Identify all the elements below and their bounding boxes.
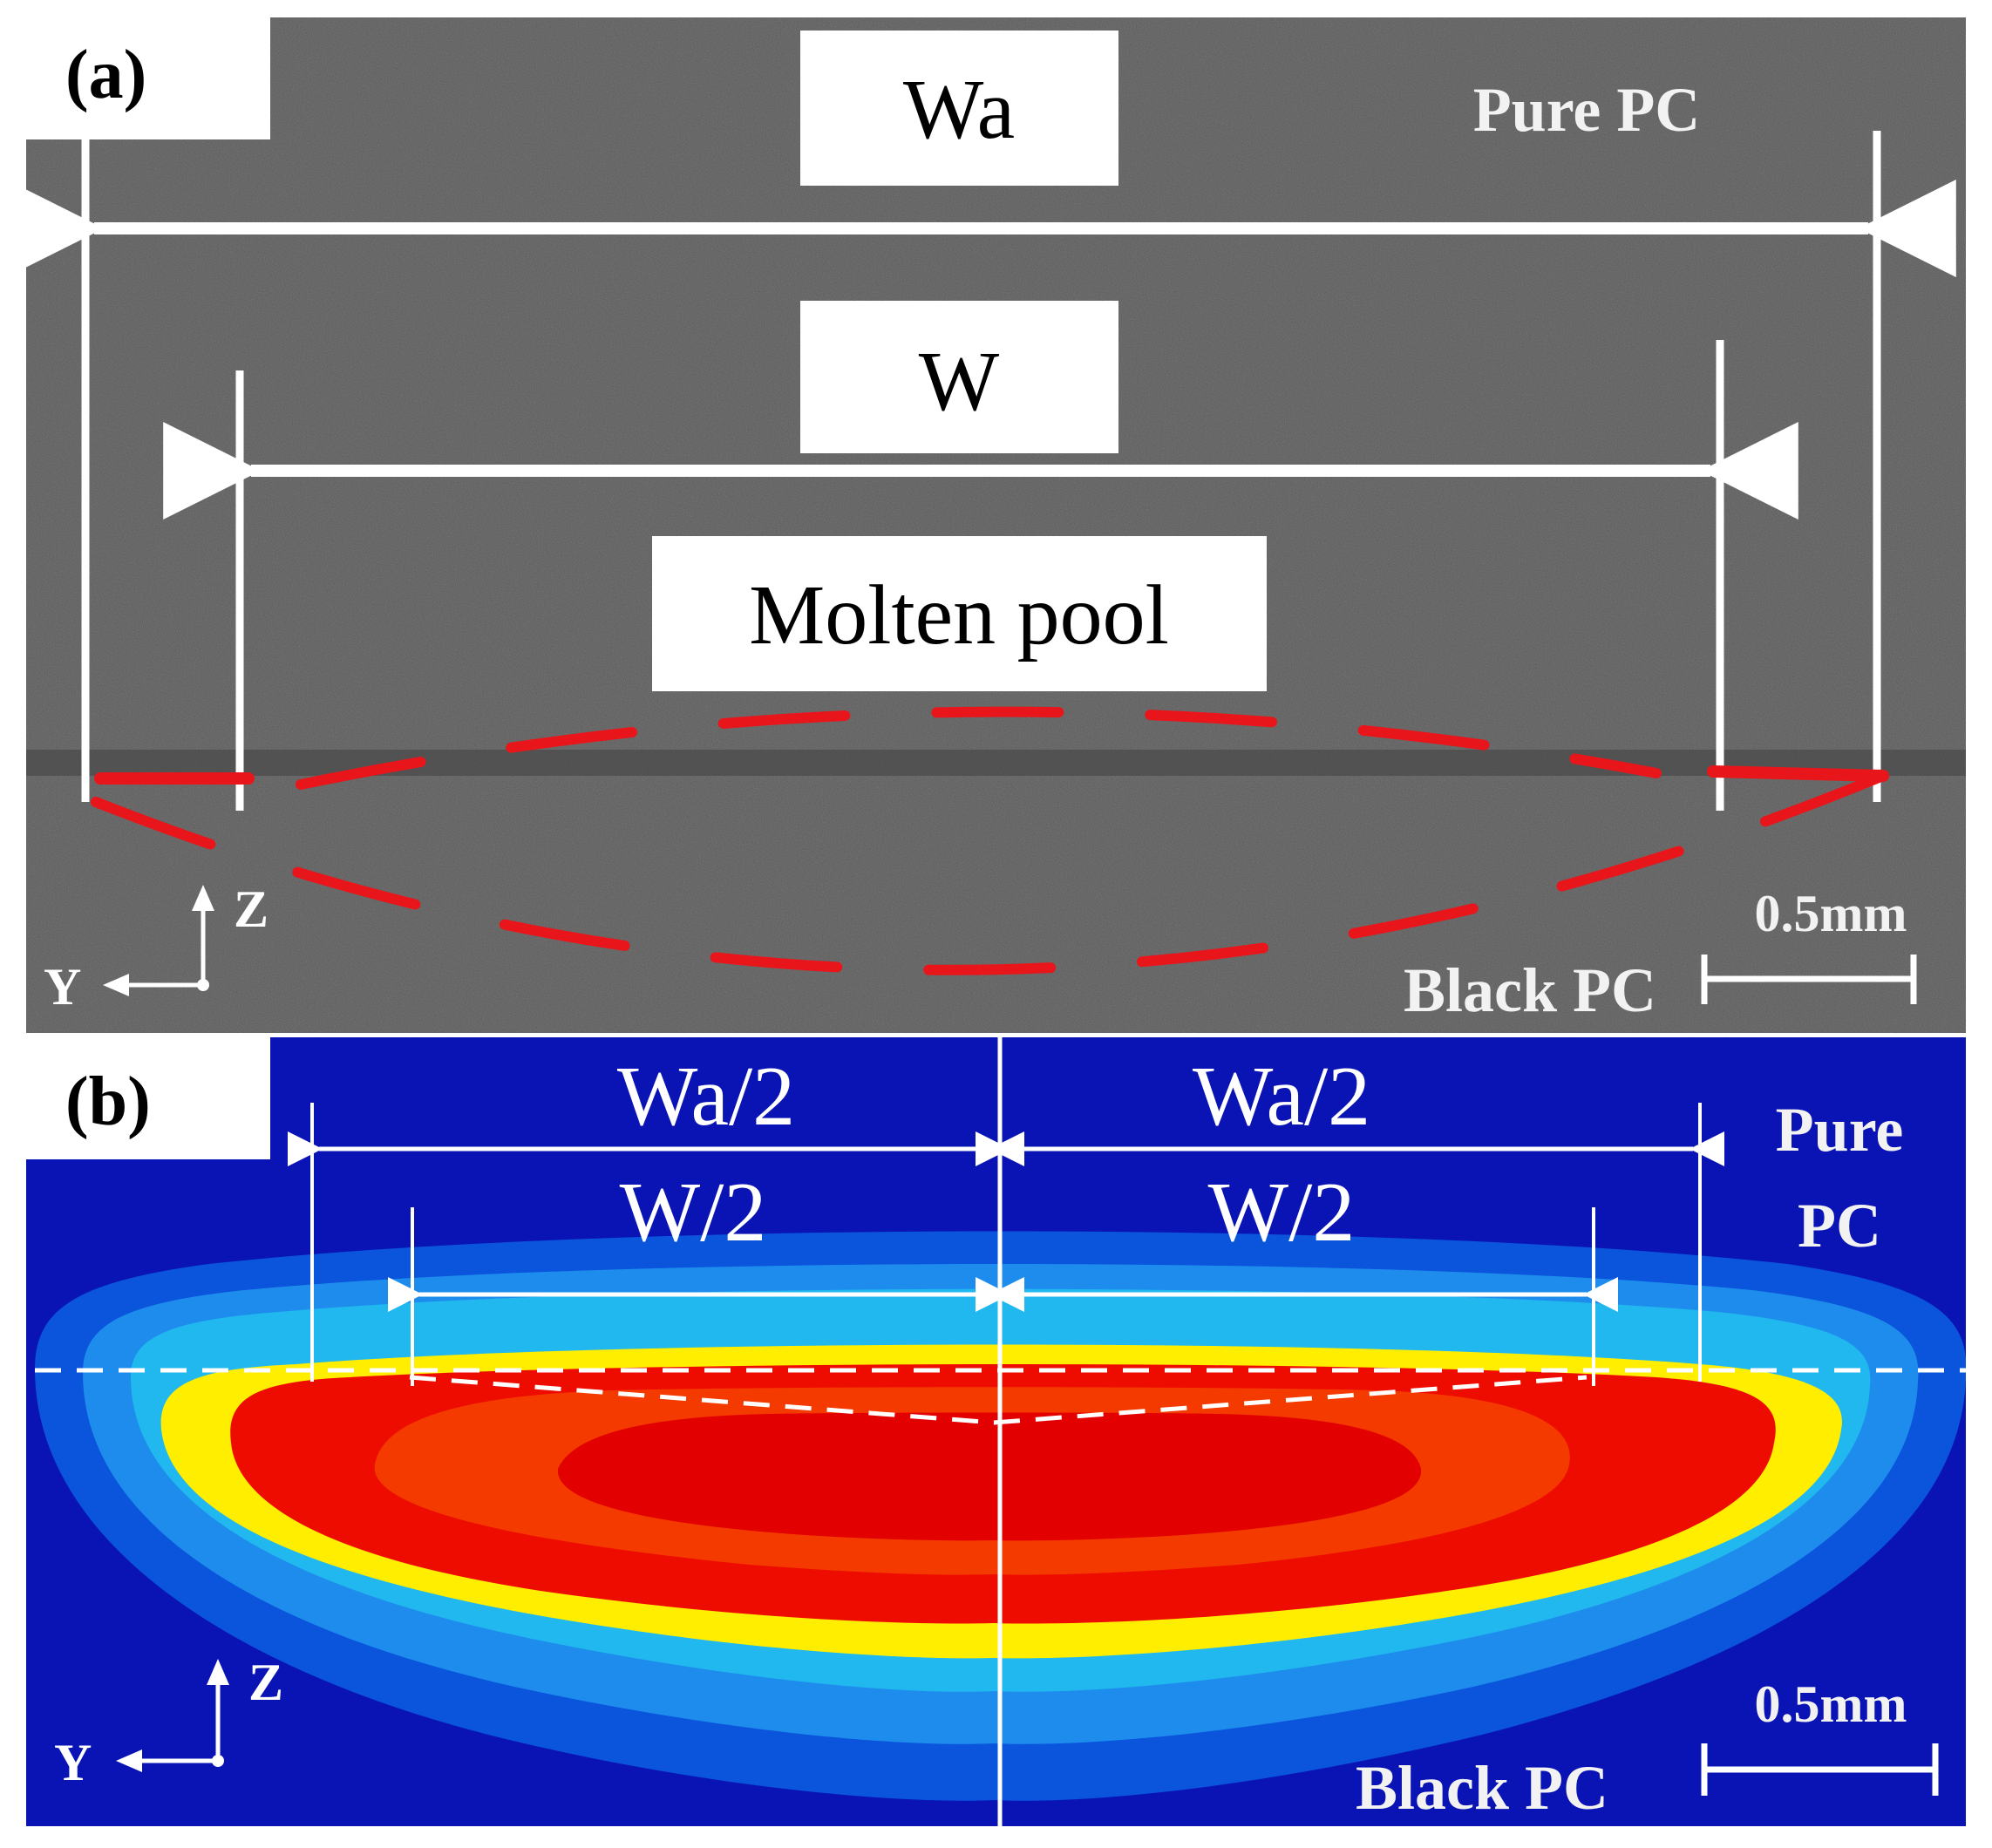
wa-half-left-label: Wa/2 xyxy=(617,1050,795,1144)
panel-a-bottom-material: Black PC xyxy=(1404,955,1656,1025)
panel-b-top-material-line1: Pure xyxy=(1776,1095,1904,1165)
pool-dashed-boundary xyxy=(409,1375,1587,1425)
panel-b-tag: (b) xyxy=(65,1063,151,1140)
interface-band xyxy=(26,750,1966,776)
panel-a-axes xyxy=(103,885,214,996)
molten-pool-label: Molten pool xyxy=(749,568,1169,662)
contour-7 xyxy=(557,1412,1422,1541)
panel-b: (b) Wa/2 Wa/2 W/2 W/2 Pure PC Black PC 0… xyxy=(17,1036,1966,1826)
molten-pool-boundary xyxy=(91,706,1889,975)
panel-a-scale-bar xyxy=(1701,955,1917,1004)
panel-b-scale-label: 0.5mm xyxy=(1755,1675,1907,1733)
wa-label-box xyxy=(800,31,1118,186)
pool-right-edge xyxy=(1707,765,1889,782)
panel-a-axis-z: Z xyxy=(234,880,269,938)
pool-bottom-boundary xyxy=(91,771,1888,975)
panel-b-tag-box xyxy=(17,1036,270,1159)
panel-b-axis-z: Z xyxy=(248,1654,283,1711)
panel-a: (a) Wa W Molten pool Pure PC Black PC 0.… xyxy=(6,9,1966,1033)
panel-b-bottom-material: Black PC xyxy=(1356,1753,1608,1823)
panel-a-tag: (a) xyxy=(65,37,146,113)
panel-a-axis-y: Y xyxy=(44,958,81,1016)
panel-a-tag-box xyxy=(17,9,270,139)
molten-pool-label-box xyxy=(652,536,1267,691)
panel-a-scale-label: 0.5mm xyxy=(1755,885,1907,942)
w-half-right-label: W/2 xyxy=(1208,1165,1356,1260)
panel-a-top-material: Pure PC xyxy=(1473,75,1701,145)
panel-b-scale-bar xyxy=(1701,1743,1939,1796)
pool-top-boundary xyxy=(296,706,1662,790)
w-half-left-label: W/2 xyxy=(620,1165,767,1260)
w-label: W xyxy=(919,335,1000,429)
panel-b-axis-y: Y xyxy=(54,1734,92,1791)
panel-b-axes xyxy=(116,1659,229,1772)
panel-b-top-material-line2: PC xyxy=(1798,1191,1881,1260)
wa-label: Wa xyxy=(903,63,1015,157)
wa-half-right-label: Wa/2 xyxy=(1193,1050,1370,1144)
